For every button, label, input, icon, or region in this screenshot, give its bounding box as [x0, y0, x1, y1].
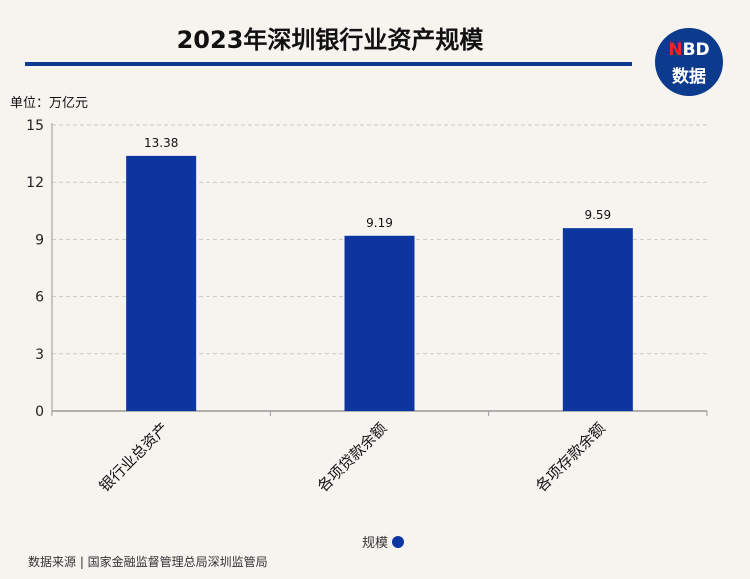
nbd-logo: NBD 数据 — [655, 28, 723, 96]
y-tick-label: 15 — [26, 118, 44, 134]
x-category-label: 各项存款余额 — [532, 419, 608, 495]
data-label: 9.59 — [584, 208, 611, 222]
legend-label: 规模 — [362, 536, 389, 551]
legend: 规模 — [362, 532, 405, 551]
y-tick-label: 6 — [35, 290, 44, 306]
source-note: 数据来源 | 国家金融监督管理总局深圳监管局 — [28, 555, 268, 569]
y-tick-label: 12 — [26, 175, 44, 191]
y-tick-label: 3 — [35, 347, 44, 363]
title-underline — [25, 62, 632, 66]
x-category-label: 各项贷款余额 — [314, 419, 390, 495]
unit-label: 单位：万亿元 — [10, 96, 89, 111]
chart-title: 2023年深圳银行业资产规模 — [176, 26, 484, 54]
bar — [126, 155, 197, 411]
bar — [344, 235, 415, 411]
legend-swatch — [392, 535, 405, 548]
bar — [562, 228, 633, 411]
y-tick-label: 0 — [35, 404, 44, 420]
x-category-label: 银行业总资产 — [96, 419, 172, 495]
data-label: 13.38 — [144, 136, 178, 150]
data-label: 9.19 — [366, 216, 393, 230]
y-tick-label: 9 — [35, 232, 44, 248]
